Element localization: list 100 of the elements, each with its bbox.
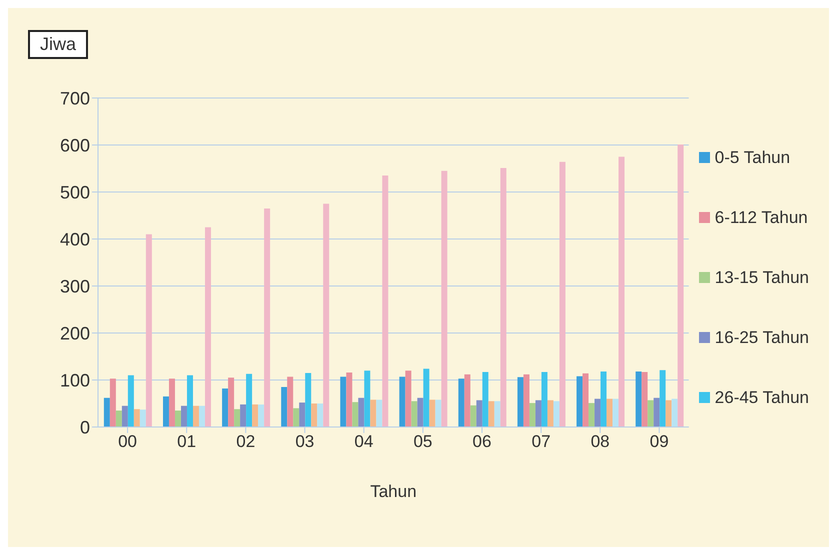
x-tick-label: 01 (177, 432, 196, 452)
bar (110, 378, 116, 427)
bar (168, 378, 175, 427)
bar (666, 400, 672, 427)
bar (174, 410, 181, 427)
bar (281, 387, 288, 427)
bar (600, 372, 607, 427)
bar (429, 400, 436, 427)
bar (204, 227, 211, 427)
bar (116, 410, 122, 427)
bar (678, 144, 684, 427)
bar (500, 168, 506, 427)
bar (323, 204, 330, 427)
bar (494, 401, 500, 427)
y-tick-label: 200 (60, 323, 90, 344)
bar (346, 372, 352, 427)
bar (234, 409, 240, 427)
bar (547, 400, 554, 427)
bar (417, 398, 424, 427)
y-tick-label: 500 (60, 182, 90, 202)
bar (458, 378, 464, 427)
bar (636, 372, 642, 427)
bar (441, 170, 448, 427)
legend-label: 13-15 Tahun (714, 268, 809, 288)
bar (476, 400, 482, 427)
bar (405, 370, 412, 427)
bar (376, 400, 382, 427)
bar (246, 374, 252, 427)
bar (228, 378, 234, 427)
x-tick-label: 00 (118, 432, 137, 452)
bar (305, 372, 312, 427)
bar (364, 370, 370, 427)
bar (529, 403, 536, 427)
bar (198, 406, 205, 427)
bar (192, 406, 199, 427)
bar (382, 176, 388, 427)
bar (140, 410, 146, 427)
bar (240, 404, 246, 427)
x-tick-label: 07 (532, 432, 551, 452)
bar (535, 400, 542, 427)
bar (311, 404, 318, 427)
bar (464, 374, 470, 427)
y-tick-label: 300 (60, 276, 90, 296)
bar (654, 398, 660, 427)
bar (287, 376, 294, 427)
bar (660, 370, 666, 427)
bar (299, 402, 306, 427)
bar (352, 402, 358, 427)
bar (423, 368, 430, 427)
x-tick-label: 06 (472, 432, 492, 452)
bar (642, 372, 648, 427)
bar (612, 398, 619, 427)
x-tick-label: 05 (413, 432, 432, 452)
bar (594, 398, 601, 427)
bar (672, 398, 678, 427)
bar (258, 404, 264, 427)
bar (162, 396, 169, 427)
x-tick-label: 03 (295, 432, 314, 452)
y-axis-title: Jiwa (28, 30, 88, 59)
x-tick-label: 02 (236, 432, 256, 452)
bar (435, 400, 442, 427)
bar (264, 208, 270, 427)
bar (222, 388, 228, 427)
x-tick-label: 08 (590, 432, 610, 452)
x-tick-label: 04 (354, 432, 374, 452)
bar (186, 375, 193, 427)
bar (488, 401, 494, 427)
bar (553, 401, 560, 427)
y-tick-label: 100 (60, 370, 90, 390)
y-tick-label: 400 (60, 229, 90, 250)
bar (252, 404, 258, 427)
bar (588, 403, 595, 427)
bar (370, 400, 376, 427)
legend-label: 16-25 Tahun (714, 328, 809, 348)
bar (606, 398, 613, 427)
bar (559, 162, 566, 427)
bar (648, 400, 654, 427)
bar (541, 372, 548, 427)
x-axis-title: Tahun (370, 482, 417, 501)
bar (399, 376, 406, 427)
x-tick-label: 09 (650, 432, 669, 452)
bar (104, 398, 110, 427)
bar (411, 401, 418, 427)
bar (122, 406, 128, 427)
bar (180, 406, 187, 427)
bar (523, 374, 530, 427)
bar (134, 409, 140, 427)
bar (517, 377, 524, 427)
bar (340, 376, 346, 427)
legend-label: 6-112 Tahun (714, 208, 808, 228)
legend-label: 0-5 Tahun (714, 148, 790, 168)
bar (146, 234, 152, 427)
y-tick-label: 600 (60, 135, 90, 156)
bar (317, 404, 324, 427)
bar (358, 398, 364, 427)
bar (293, 408, 300, 427)
bar (128, 375, 134, 427)
bar (470, 405, 476, 427)
y-tick-label: 700 (60, 88, 90, 108)
y-tick-label: 0 (80, 417, 90, 438)
